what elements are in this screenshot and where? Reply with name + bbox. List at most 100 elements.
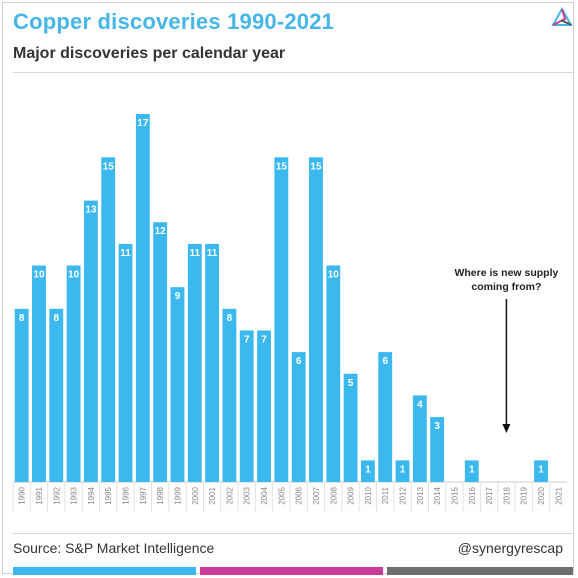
bar-label-1996: 11 [120,248,131,259]
x-tick-label-2010: 2010 [364,486,373,504]
bar-2012 [395,460,410,482]
x-tick-label-2008: 2008 [329,486,338,504]
x-tick-label-1995: 1995 [104,486,113,504]
bar-1990 [14,308,29,482]
bar-label-1991: 10 [33,270,45,281]
bar-2000 [187,243,202,482]
bar-1996 [118,243,133,482]
bar-label-2010: 1 [365,464,371,475]
x-tick-label-2016: 2016 [468,486,477,504]
bar-2014 [430,417,445,482]
annotation-text-line: Where is new supply [454,267,558,279]
x-tick-label-2006: 2006 [295,486,304,504]
x-tick-label-1994: 1994 [87,486,96,504]
x-tick-label-2000: 2000 [191,486,200,504]
bar-2020 [534,460,548,482]
bar-label-1997: 17 [137,118,149,129]
bar-label-2013: 4 [417,399,423,410]
x-tick-label-2011: 2011 [381,486,390,504]
bar-label-2016: 1 [469,464,475,475]
bar-label-1998: 12 [155,226,167,237]
x-tick-label-2002: 2002 [225,486,234,504]
footer-divider [13,533,573,534]
bar-label-2002: 8 [227,313,233,324]
x-tick-label-2009: 2009 [347,486,356,504]
bar-label-1995: 15 [103,161,115,172]
x-tick-label-1990: 1990 [18,486,27,504]
bar-1998 [153,222,168,482]
synergy-triangle-logo-icon [551,7,573,26]
x-tick-label-2017: 2017 [485,486,494,504]
x-tick-label-2018: 2018 [502,486,511,504]
annotation-text-line: coming from? [471,281,541,293]
brand-stripe-gray [387,567,573,575]
x-tick-label-2001: 2001 [208,486,217,504]
x-tick-label-1999: 1999 [173,486,182,504]
x-tick-label-2012: 2012 [399,486,408,504]
bar-label-2008: 10 [328,270,340,281]
bar-label-2014: 3 [434,421,440,432]
bar-1995 [101,157,116,482]
bar-label-2001: 11 [207,248,218,259]
bar-label-1990: 8 [19,313,25,324]
bar-label-1994: 13 [85,205,97,216]
bar-label-2004: 7 [261,334,267,345]
source-note: Source: S&P Market Intelligence [13,540,215,556]
chart-title: Copper discoveries 1990-2021 [13,9,335,34]
bar-label-2005: 15 [276,161,288,172]
bar-2008 [326,265,341,482]
x-tick-label-2005: 2005 [277,486,286,504]
brand-stripe-magenta [200,567,383,575]
bar-label-2000: 11 [189,248,200,259]
bar-2016 [464,460,479,482]
x-tick-label-2015: 2015 [450,486,459,504]
x-tick-label-1992: 1992 [52,486,61,504]
bar-1993 [66,265,81,482]
bar-label-1993: 10 [68,270,80,281]
x-tick-label-2021: 2021 [554,486,563,504]
brand-stripe-blue [13,567,196,575]
bar-1992 [49,308,64,482]
bar-label-2007: 15 [310,161,322,172]
bar-2005 [274,157,289,482]
chart-subtitle: Major discoveries per calendar year [13,45,286,62]
bar-1991 [32,265,46,482]
x-tick-label-1993: 1993 [70,486,79,504]
x-tick-label-2020: 2020 [537,486,546,504]
bar-label-1992: 8 [54,313,60,324]
bar-2010 [360,460,375,482]
bar-2013 [412,395,427,482]
x-tick-label-1996: 1996 [122,486,131,504]
social-handle: @synergyrescap [457,540,563,556]
bar-1997 [135,114,150,482]
x-tick-label-2014: 2014 [433,486,442,504]
bar-1999 [170,287,185,482]
x-tick-label-1998: 1998 [156,486,165,504]
bar-label-1999: 9 [175,291,181,302]
annotation-arrowhead [502,424,511,433]
bar-2009 [343,373,358,482]
x-tick-label-2003: 2003 [243,486,252,504]
bar-2011 [378,352,393,482]
x-tick-label-2004: 2004 [260,486,269,504]
x-tick-label-2007: 2007 [312,486,321,504]
x-tick-label-2019: 2019 [520,486,529,504]
bar-2004 [257,330,271,482]
bar-label-2020: 1 [538,464,544,475]
bar-2001 [205,243,220,482]
x-tick-label-1997: 1997 [139,486,148,504]
bar-label-2003: 7 [244,334,250,345]
bar-2006 [291,352,306,482]
bar-2002 [222,308,237,482]
bar-label-2011: 6 [382,356,388,367]
title-divider [13,72,573,73]
bar-label-2009: 5 [348,378,354,389]
bar-2003 [239,330,254,482]
bar-chart: 8199010199181992101993131994151995111996… [12,114,567,512]
x-tick-label-2013: 2013 [416,486,425,504]
bar-1994 [83,200,98,482]
bar-label-2006: 6 [296,356,302,367]
bar-2007 [309,157,323,482]
bar-label-2012: 1 [400,464,406,475]
